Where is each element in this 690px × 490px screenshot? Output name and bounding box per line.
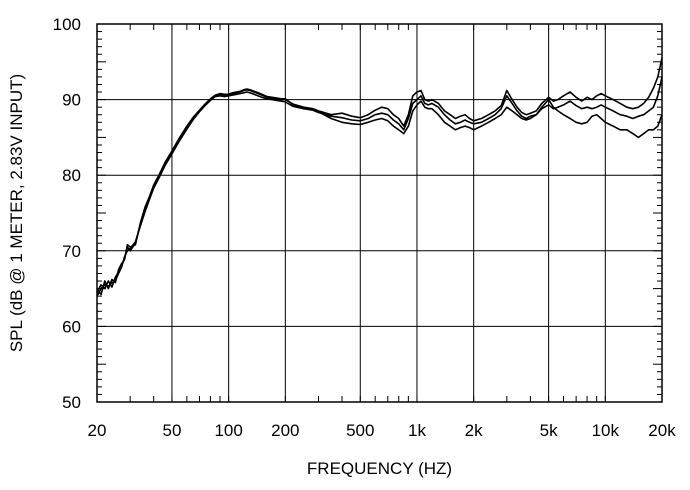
- x-axis-title: FREQUENCY (HZ): [307, 459, 452, 478]
- y-tick-label: 50: [62, 393, 81, 412]
- x-tick-label: 20: [88, 421, 107, 440]
- y-tick-labels: 50 60 70 80 90 100: [53, 15, 81, 412]
- y-tick-label: 90: [62, 91, 81, 110]
- y-tick-label: 80: [62, 166, 81, 185]
- series-group: [96, 57, 663, 297]
- y-axis-title: SPL (dB @ 1 METER, 2.83V INPUT): [7, 74, 26, 352]
- plot-frame: [96, 23, 663, 403]
- x-tick-label: 200: [271, 421, 299, 440]
- plot-background: [97, 24, 662, 402]
- y-tick-label: 70: [62, 242, 81, 261]
- x-tick-labels: 20 50 100 200 500 1k 2k 5k 10k 20k: [88, 421, 677, 440]
- x-tick-label: 2k: [465, 421, 483, 440]
- x-tick-label: 10k: [592, 421, 620, 440]
- y-tick-label: 100: [53, 15, 81, 34]
- x-tick-label: 50: [162, 421, 181, 440]
- series-line-2: [96, 76, 663, 297]
- x-tick-label: 100: [214, 421, 242, 440]
- x-tick-label: 5k: [540, 421, 558, 440]
- series-line-3: [96, 88, 663, 296]
- x-tick-label: 20k: [648, 421, 676, 440]
- y-tick-label: 60: [62, 317, 81, 336]
- x-tick-label: 1k: [408, 421, 426, 440]
- x-tick-label: 500: [346, 421, 374, 440]
